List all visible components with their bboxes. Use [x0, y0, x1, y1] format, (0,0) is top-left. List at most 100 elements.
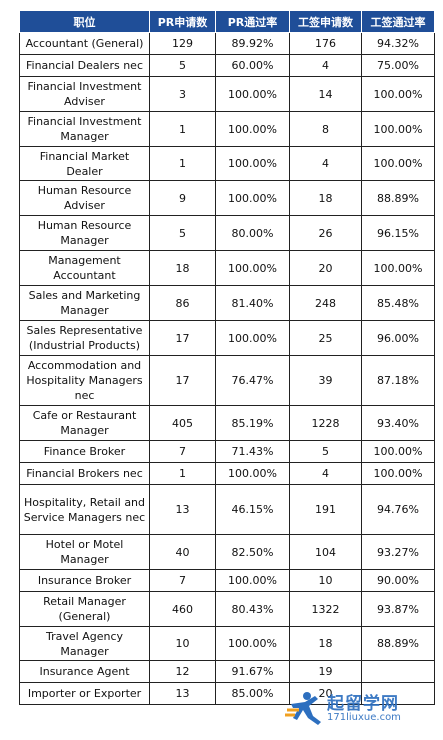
table-row: Insurance Broker 7 100.00% 10 90.00% [19, 569, 435, 592]
cell-work-visa-applications: 20 [289, 250, 362, 286]
cell-position: Retail Manager (General) [19, 591, 150, 627]
cell-work-visa-applications: 4 [289, 462, 362, 485]
cell-position: Financial Market Dealer [19, 146, 150, 181]
cell-pr-applications: 10 [149, 626, 216, 661]
cell-position: Cafe or Restaurant Manager [19, 405, 150, 441]
cell-work-visa-approval-rate: 96.00% [361, 320, 435, 356]
cell-pr-applications: 17 [149, 320, 216, 356]
cell-work-visa-approval-rate: 100.00% [361, 440, 435, 463]
cell-pr-applications: 7 [149, 569, 216, 592]
cell-position: Financial Dealers nec [19, 54, 150, 77]
cell-pr-applications: 12 [149, 660, 216, 683]
cell-position: Insurance Broker [19, 569, 150, 592]
table-row: Cafe or Restaurant Manager 405 85.19% 1228 9… [19, 405, 435, 441]
cell-pr-applications: 40 [149, 534, 216, 570]
cell-position: Insurance Agent [19, 660, 150, 683]
table-row: Sales Representative (Industrial Product… [19, 320, 435, 356]
cell-pr-applications: 86 [149, 285, 216, 321]
cell-work-visa-approval-rate [361, 682, 435, 705]
cell-pr-applications: 13 [149, 484, 216, 535]
cell-pr-applications: 5 [149, 215, 216, 251]
cell-work-visa-approval-rate: 93.87% [361, 591, 435, 627]
cell-work-visa-applications: 39 [289, 355, 362, 406]
cell-work-visa-approval-rate: 100.00% [361, 146, 435, 181]
cell-work-visa-approval-rate: 100.00% [361, 111, 435, 147]
cell-work-visa-applications: 1322 [289, 591, 362, 627]
cell-work-visa-approval-rate: 75.00% [361, 54, 435, 77]
cell-pr-approval-rate: 100.00% [215, 180, 290, 216]
table-row: Accountant (General) 129 89.92% 176 94.32% [19, 32, 435, 55]
table-row: Financial Investment Manager 1 100.00% 8 100… [19, 111, 435, 147]
table-row: Insurance Agent 12 91.67% 19 [19, 660, 435, 683]
cell-pr-applications: 9 [149, 180, 216, 216]
cell-pr-approval-rate: 91.67% [215, 660, 290, 683]
cell-position: Hotel or Motel Manager [19, 534, 150, 570]
cell-position: Accountant (General) [19, 32, 150, 55]
cell-pr-approval-rate: 60.00% [215, 54, 290, 77]
table-row: Financial Market Dealer 1 100.00% 4 100.00% [19, 146, 435, 181]
cell-work-visa-applications: 26 [289, 215, 362, 251]
cell-work-visa-approval-rate: 94.76% [361, 484, 435, 535]
cell-work-visa-applications: 10 [289, 569, 362, 592]
cell-work-visa-applications: 18 [289, 180, 362, 216]
cell-pr-approval-rate: 85.19% [215, 405, 290, 441]
cell-work-visa-approval-rate: 94.32% [361, 32, 435, 55]
cell-work-visa-approval-rate: 100.00% [361, 250, 435, 286]
cell-pr-applications: 13 [149, 682, 216, 705]
cell-position: Human Resource Manager [19, 215, 150, 251]
cell-position: Importer or Exporter [19, 682, 150, 705]
table-row: Sales and Marketing Manager 86 81.40% 248 85… [19, 285, 435, 321]
cell-pr-applications: 17 [149, 355, 216, 406]
cell-pr-approval-rate: 89.92% [215, 32, 290, 55]
cell-pr-approval-rate: 100.00% [215, 462, 290, 485]
cell-pr-applications: 5 [149, 54, 216, 77]
header-position: 职位 [19, 10, 150, 33]
cell-pr-approval-rate: 76.47% [215, 355, 290, 406]
cell-work-visa-applications: 14 [289, 76, 362, 112]
cell-work-visa-applications: 248 [289, 285, 362, 321]
table-row: Management Accountant 18 100.00% 20 100.00% [19, 250, 435, 286]
cell-position: Financial Investment Manager [19, 111, 150, 147]
cell-work-visa-applications: 19 [289, 660, 362, 683]
cell-pr-applications: 3 [149, 76, 216, 112]
table-row: Accommodation and Hospitality Managers n… [19, 355, 435, 406]
cell-work-visa-approval-rate [361, 660, 435, 683]
cell-position: Sales Representative (Industrial Product… [19, 320, 150, 356]
cell-pr-applications: 129 [149, 32, 216, 55]
cell-pr-approval-rate: 80.00% [215, 215, 290, 251]
cell-position: Financial Investment Adviser [19, 76, 150, 112]
cell-work-visa-approval-rate: 90.00% [361, 569, 435, 592]
table-row: Financial Dealers nec 5 60.00% 4 75.00% [19, 54, 435, 77]
table-row: Financial Investment Adviser 3 100.00% 14 10… [19, 76, 435, 112]
cell-pr-applications: 460 [149, 591, 216, 627]
cell-work-visa-applications: 18 [289, 626, 362, 661]
cell-work-visa-approval-rate: 93.27% [361, 534, 435, 570]
cell-pr-applications: 405 [149, 405, 216, 441]
cell-work-visa-applications: 4 [289, 54, 362, 77]
cell-pr-approval-rate: 81.40% [215, 285, 290, 321]
cell-work-visa-approval-rate: 93.40% [361, 405, 435, 441]
header-pr-applications: PR申请数 [149, 10, 216, 33]
cell-pr-approval-rate: 100.00% [215, 320, 290, 356]
cell-pr-approval-rate: 100.00% [215, 111, 290, 147]
cell-pr-approval-rate: 46.15% [215, 484, 290, 535]
header-pr-approval-rate: PR通过率 [215, 10, 290, 33]
cell-work-visa-applications: 176 [289, 32, 362, 55]
cell-work-visa-approval-rate: 88.89% [361, 626, 435, 661]
cell-position: Human Resource Adviser [19, 180, 150, 216]
watermark-url: 171liuxue.com [327, 712, 401, 723]
cell-work-visa-applications: 8 [289, 111, 362, 147]
cell-work-visa-applications: 20 [289, 682, 362, 705]
cell-pr-approval-rate: 85.00% [215, 682, 290, 705]
cell-work-visa-approval-rate: 87.18% [361, 355, 435, 406]
cell-work-visa-approval-rate: 100.00% [361, 462, 435, 485]
cell-work-visa-applications: 104 [289, 534, 362, 570]
statistics-table: 职位 PR申请数 PR通过率 工签申请数 工签通过率 Accountant (G… [19, 10, 435, 705]
cell-position: Sales and Marketing Manager [19, 285, 150, 321]
table-row: Hotel or Motel Manager 40 82.50% 104 93.27% [19, 534, 435, 570]
cell-pr-applications: 1 [149, 146, 216, 181]
header-row: 职位 PR申请数 PR通过率 工签申请数 工签通过率 [19, 10, 435, 33]
cell-work-visa-applications: 4 [289, 146, 362, 181]
cell-pr-applications: 18 [149, 250, 216, 286]
cell-work-visa-applications: 5 [289, 440, 362, 463]
